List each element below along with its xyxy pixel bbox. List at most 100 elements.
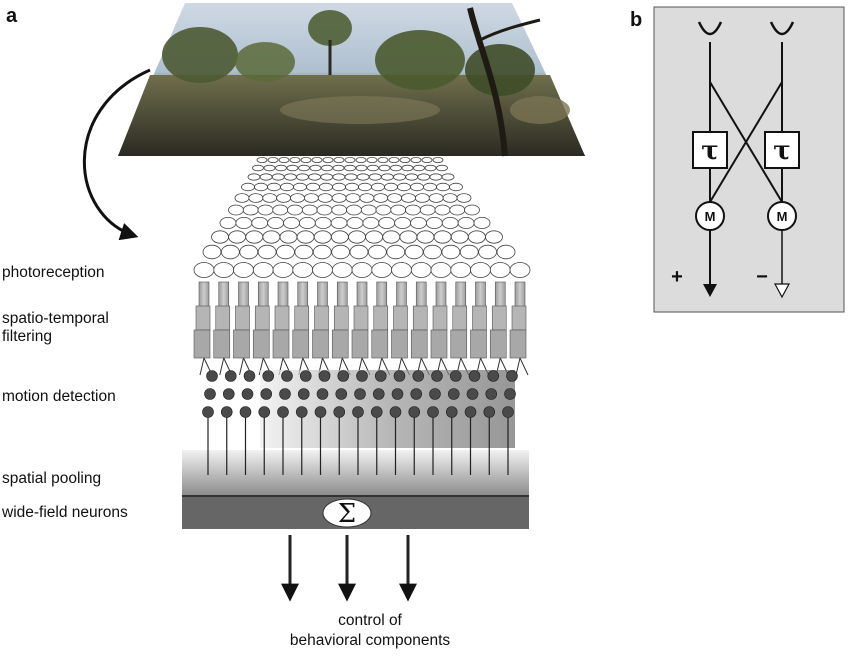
filter-middle (511, 305, 527, 331)
photoreceptor (441, 244, 461, 260)
filter-lower (272, 329, 290, 359)
photoreceptor (311, 156, 323, 163)
photoreceptor (314, 216, 332, 229)
photoreceptor (373, 193, 389, 203)
photoreceptor (414, 193, 430, 203)
photoreceptor (242, 204, 259, 216)
photoreceptor (423, 182, 437, 192)
photoreceptor (286, 164, 299, 172)
photoreceptor (321, 164, 333, 172)
motion-detector-unit (258, 406, 271, 418)
filter-upper (317, 281, 328, 309)
filter-upper (415, 281, 427, 309)
delay-box-right (764, 131, 800, 169)
delay-symbol-left: τ (701, 136, 719, 166)
photoreceptor (252, 262, 274, 278)
filter-lower (410, 329, 428, 359)
motion-detector-unit (239, 406, 252, 418)
photoreceptor (262, 193, 278, 203)
photoreceptor (344, 156, 356, 163)
photoreceptor (228, 204, 244, 216)
photoreceptor (306, 182, 320, 192)
positive-output-arrow-icon (703, 284, 717, 297)
photoreceptor (331, 193, 347, 203)
photoreceptor (442, 193, 458, 203)
filter-middle (353, 305, 369, 331)
photoreceptor (459, 244, 479, 260)
motion-detector-unit (466, 388, 479, 400)
photoreceptor (464, 204, 480, 216)
photoreceptor (312, 262, 333, 278)
motion-detector-unit (224, 370, 237, 382)
photoreceptor (313, 230, 332, 244)
photoreceptor (371, 182, 385, 192)
filter-middle (274, 305, 290, 331)
filter-upper (396, 281, 407, 309)
filter-lower (351, 329, 369, 359)
photoreceptor (346, 216, 364, 229)
filter-upper (198, 281, 210, 309)
photoreceptor (410, 156, 422, 163)
motion-detector-unit (449, 370, 462, 382)
filter-middle (393, 305, 408, 331)
photoreceptor (279, 230, 298, 244)
photoreceptor (331, 244, 351, 260)
photoreceptor (278, 156, 290, 163)
photoreceptor (390, 204, 407, 216)
photoreceptor (378, 216, 396, 229)
label-wide-field: wide-field neurons (1, 504, 128, 521)
photoreceptor (391, 262, 412, 278)
sigma-symbol: Σ (338, 499, 356, 529)
photoreceptor (309, 164, 322, 172)
filter-middle (452, 305, 468, 331)
photoreceptor (259, 173, 273, 181)
photoreceptor (331, 262, 353, 278)
filter-lower (450, 329, 468, 359)
filter-lower (470, 329, 487, 359)
photoreceptor (317, 193, 333, 203)
photoreceptor (425, 216, 443, 229)
positive-sign: + (671, 266, 683, 288)
photoreceptor (234, 193, 250, 203)
photoreceptor (333, 156, 345, 163)
photoreceptor (456, 193, 472, 203)
delay-box-left (692, 131, 728, 169)
photoreceptor (419, 204, 436, 216)
motion-detector-unit (243, 370, 256, 382)
photoreceptor (202, 244, 222, 260)
output-label-line2: behavioral components (290, 632, 451, 649)
photoreceptor (267, 182, 281, 192)
photoreceptor (378, 164, 391, 172)
receptor-left-icon (697, 21, 723, 36)
photoreceptor (399, 230, 418, 244)
motion-detector-unit (202, 406, 214, 418)
motion-detector-unit (445, 406, 458, 418)
photoreceptor (241, 182, 255, 192)
output-label-line1: control of (338, 612, 402, 629)
photoreceptor (331, 204, 348, 216)
motion-detector-unit (391, 388, 404, 400)
photoreceptor (413, 164, 425, 172)
filter-middle (373, 305, 389, 331)
photoreceptor (360, 204, 377, 216)
motion-detector-unit (370, 406, 383, 418)
photoreceptor (312, 244, 332, 260)
motion-detector-unit (335, 388, 348, 400)
photoreceptor (233, 262, 254, 278)
photoreceptor (262, 230, 281, 244)
photoreceptor (450, 262, 472, 278)
photoreceptor (298, 216, 316, 229)
negative-output-arrow-icon (773, 283, 791, 299)
motion-detector-unit (222, 388, 235, 400)
photoreceptor (251, 216, 269, 229)
photoreceptor (213, 262, 235, 278)
photoreceptor (276, 193, 292, 203)
photoreceptor (430, 262, 452, 278)
label-motion-detection: motion detection (2, 388, 116, 405)
filter-lower (233, 329, 250, 359)
photoreceptor (267, 216, 285, 229)
motion-detector-unit (297, 388, 310, 400)
photoreceptor (450, 230, 469, 244)
filter-upper (455, 281, 467, 309)
